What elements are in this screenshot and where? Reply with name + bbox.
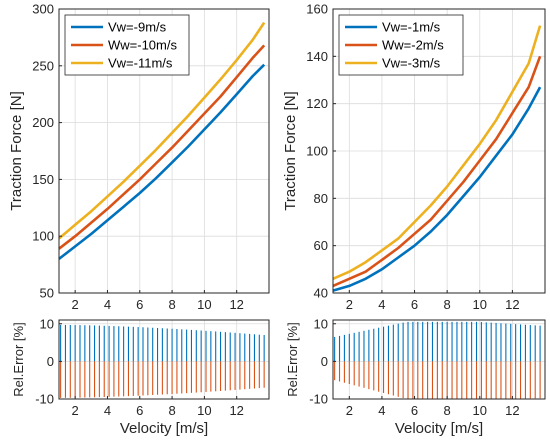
x-tick-label: 6: [411, 403, 418, 418]
series-line-1: [332, 86, 542, 292]
y-tick-label: 40: [314, 286, 328, 301]
series-lines: [58, 21, 266, 260]
x-tick-label: 12: [229, 297, 243, 312]
y-axis-label: Traction Force [N]: [8, 91, 25, 210]
legend: Vw=-1m/s Ww=-2m/s Vw=-3m/s: [338, 14, 464, 76]
rel-error-plot-right: 2 4 6 8 10 12 -10 0 10 Rel.Error [%] Velocity [m…: [285, 316, 546, 437]
y-tick-label: 80: [314, 191, 328, 206]
y-tick-label: -10: [35, 392, 54, 407]
error-bars: [334, 321, 541, 399]
x-axis-label: Velocity [m/s]: [395, 420, 483, 437]
series-line-2: [332, 55, 542, 288]
y-tick-label: -10: [309, 392, 328, 407]
x-tick-label: 4: [104, 297, 111, 312]
x-tick-label: 4: [378, 297, 385, 312]
y-tick-label: 140: [306, 49, 328, 64]
y-tick-label: 100: [32, 229, 54, 244]
traction-force-plot-left: 2 4 6 8 10 12 50 100 150 200 250 300 Traction Force…: [8, 2, 270, 313]
x-tick-label: 10: [473, 403, 487, 418]
x-tick-label: 10: [197, 403, 211, 418]
x-tick-label: 10: [197, 297, 211, 312]
tick-labels: 2 4 6 8 10 12 40 60 80 100 120 140 160: [306, 2, 519, 313]
x-tick-label: 2: [346, 403, 353, 418]
x-tick-label: 10: [473, 297, 487, 312]
x-tick-label: 4: [378, 403, 385, 418]
traction-force-plot-right: 2 4 6 8 10 12 40 60 80 100 120 140 160 Traction Forc…: [282, 2, 546, 313]
x-tick-label: 4: [104, 403, 111, 418]
axes-frame: [58, 8, 270, 294]
x-axis-label: Velocity [m/s]: [120, 420, 208, 437]
legend-entry-1: Vw=-9m/s: [108, 20, 167, 35]
y-axis-label: Traction Force [N]: [282, 91, 299, 210]
x-tick-label: 8: [168, 403, 175, 418]
y-tick-label: 10: [40, 316, 54, 331]
legend-entry-2: Ww=-10m/s: [108, 38, 177, 53]
legend: Vw=-9m/s Ww=-10m/s Vw=-11m/s: [64, 14, 190, 76]
y-axis-label: Rel.Error [%]: [285, 322, 300, 396]
y-tick-label: 100: [306, 144, 328, 159]
series-line-3: [58, 21, 266, 240]
x-tick-label: 12: [505, 403, 519, 418]
x-tick-label: 2: [346, 297, 353, 312]
tick-labels: 2 4 6 8 10 12 -10 0 10: [35, 316, 244, 418]
rel-error-plot-left: 2 4 6 8 10 12 -10 0 10 Rel.Error [%] Velocity [m…: [11, 316, 270, 437]
y-tick-label: 250: [32, 58, 54, 73]
series-lines: [332, 25, 542, 292]
series-line-1: [58, 63, 266, 260]
x-tick-label: 8: [444, 297, 451, 312]
y-tick-label: 120: [306, 96, 328, 111]
x-tick-label: 6: [136, 403, 143, 418]
x-tick-label: 12: [229, 403, 243, 418]
y-tick-label: 200: [32, 115, 54, 130]
axes-frame: [332, 319, 546, 400]
y-tick-label: 60: [314, 238, 328, 253]
x-tick-label: 2: [72, 297, 79, 312]
x-tick-label: 6: [136, 297, 143, 312]
series-line-3: [332, 25, 542, 280]
axes-frame: [58, 319, 270, 400]
tick-labels: 2 4 6 8 10 12 -10 0 10: [309, 316, 519, 418]
legend-entry-3: Vw=-11m/s: [108, 56, 173, 71]
y-tick-label: 160: [306, 2, 328, 17]
x-tick-label: 8: [444, 403, 451, 418]
series-line-2: [58, 44, 266, 250]
y-tick-label: 300: [32, 2, 54, 17]
x-tick-label: 12: [505, 297, 519, 312]
y-tick-label: 10: [314, 316, 328, 331]
error-bars: [60, 324, 265, 398]
y-tick-label: 0: [321, 354, 328, 369]
legend-entry-3: Vw=-3m/s: [382, 56, 441, 71]
y-tick-label: 0: [47, 354, 54, 369]
legend-entry-2: Ww=-2m/s: [382, 38, 444, 53]
legend-entry-1: Vw=-1m/s: [382, 20, 441, 35]
y-axis-label: Rel.Error [%]: [11, 322, 26, 396]
y-tick-label: 50: [40, 286, 54, 301]
x-tick-label: 8: [168, 297, 175, 312]
tick-labels: 2 4 6 8 10 12 50 100 150 200 250 300: [32, 2, 244, 313]
y-tick-label: 150: [32, 172, 54, 187]
x-tick-label: 2: [72, 403, 79, 418]
x-tick-label: 6: [411, 297, 418, 312]
